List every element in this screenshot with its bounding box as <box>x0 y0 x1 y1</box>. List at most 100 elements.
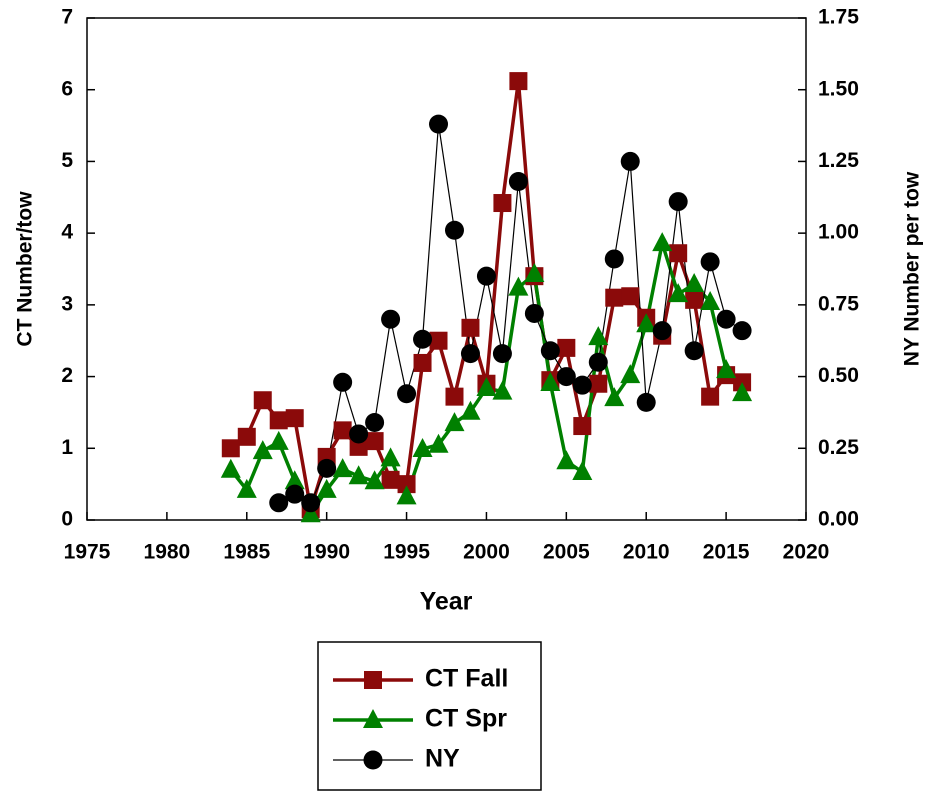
data-point <box>573 417 592 436</box>
data-point <box>668 192 688 212</box>
data-point <box>349 424 369 444</box>
data-point <box>284 470 305 490</box>
data-point <box>556 450 577 470</box>
data-point <box>397 384 417 404</box>
data-point <box>397 475 416 494</box>
data-point <box>540 372 561 392</box>
x-tick-label: 1990 <box>303 541 350 564</box>
data-point <box>732 382 753 402</box>
data-point <box>268 430 289 450</box>
data-point <box>701 387 720 406</box>
data-point <box>524 263 545 283</box>
data-point <box>461 318 480 337</box>
legend-label: NY <box>425 745 460 773</box>
data-point <box>492 380 513 400</box>
data-point <box>301 493 321 513</box>
data-point <box>460 344 480 364</box>
legend-label: CT Fall <box>425 665 508 693</box>
data-point <box>572 375 592 395</box>
x-tick-label: 2005 <box>543 541 590 564</box>
y-tick-label: 6 <box>61 77 73 100</box>
y-tick-label: 4 <box>61 221 73 244</box>
data-point <box>220 458 241 478</box>
data-point <box>620 364 641 384</box>
y-tick-label: 0 <box>61 508 73 531</box>
data-point <box>316 478 337 498</box>
data-point <box>668 283 689 303</box>
y2-tick-label: 1.75 <box>818 6 859 29</box>
data-point <box>620 151 640 171</box>
data-point <box>732 321 752 341</box>
data-point <box>365 432 384 451</box>
data-point <box>333 372 353 392</box>
data-point <box>509 72 528 91</box>
y2-tick-label: 1.00 <box>818 221 859 244</box>
data-point <box>588 326 609 346</box>
x-tick-label: 2010 <box>623 541 670 564</box>
data-point <box>269 411 288 430</box>
data-point <box>652 232 673 252</box>
data-point <box>429 114 449 134</box>
x-tick-label: 2020 <box>783 541 830 564</box>
data-point <box>557 338 576 357</box>
data-point <box>252 440 273 460</box>
x-tick-label: 1975 <box>64 541 111 564</box>
data-point <box>333 421 352 440</box>
data-point <box>444 412 465 432</box>
data-point <box>476 377 497 397</box>
series-line <box>229 79 743 511</box>
data-point <box>589 374 608 393</box>
y-tick-label: 7 <box>61 6 73 29</box>
data-point <box>604 387 625 407</box>
data-point <box>317 458 337 478</box>
data-point <box>605 288 624 307</box>
data-point <box>236 478 257 498</box>
x-tick-label: 2015 <box>703 541 750 564</box>
x-tick-label: 1980 <box>144 541 191 564</box>
data-point <box>460 400 481 420</box>
data-point <box>508 276 529 296</box>
data-point <box>636 313 657 333</box>
data-point <box>716 309 736 329</box>
y2-tick-label: 0.50 <box>818 364 859 387</box>
data-point <box>604 249 624 269</box>
data-point <box>413 329 433 349</box>
data-point <box>364 470 385 490</box>
data-point <box>716 359 737 379</box>
legend-marker <box>363 750 383 770</box>
data-point <box>381 470 400 489</box>
data-point <box>237 427 256 446</box>
data-point <box>556 367 576 387</box>
y2-tick-label: 1.50 <box>818 77 859 100</box>
y-tick-label: 3 <box>61 292 73 315</box>
x-tick-label: 1985 <box>223 541 270 564</box>
data-point <box>684 273 705 293</box>
y-tick-label: 2 <box>61 364 73 387</box>
data-point <box>621 287 640 306</box>
y2-tick-label: 0.75 <box>818 292 859 315</box>
x-tick-label: 2000 <box>463 541 510 564</box>
data-point <box>332 458 353 478</box>
data-point <box>285 409 304 428</box>
data-point <box>685 290 704 309</box>
data-point <box>540 341 560 361</box>
y2-tick-label: 1.25 <box>818 149 859 172</box>
data-point <box>380 447 401 467</box>
data-point <box>285 484 305 504</box>
data-point <box>444 220 464 240</box>
y-tick-label: 1 <box>61 436 73 459</box>
data-point <box>428 433 449 453</box>
data-point <box>221 439 240 458</box>
data-point <box>269 493 289 513</box>
data-point <box>493 194 512 213</box>
y-axis-label: CT Number/tow <box>14 191 37 347</box>
data-point <box>700 252 720 272</box>
data-point <box>445 387 464 406</box>
data-point <box>588 352 608 372</box>
data-point <box>381 309 401 329</box>
y2-tick-label: 0.25 <box>818 436 859 459</box>
data-point <box>684 341 704 361</box>
data-point <box>349 437 368 456</box>
data-point <box>348 465 369 485</box>
legend-marker <box>363 709 383 728</box>
